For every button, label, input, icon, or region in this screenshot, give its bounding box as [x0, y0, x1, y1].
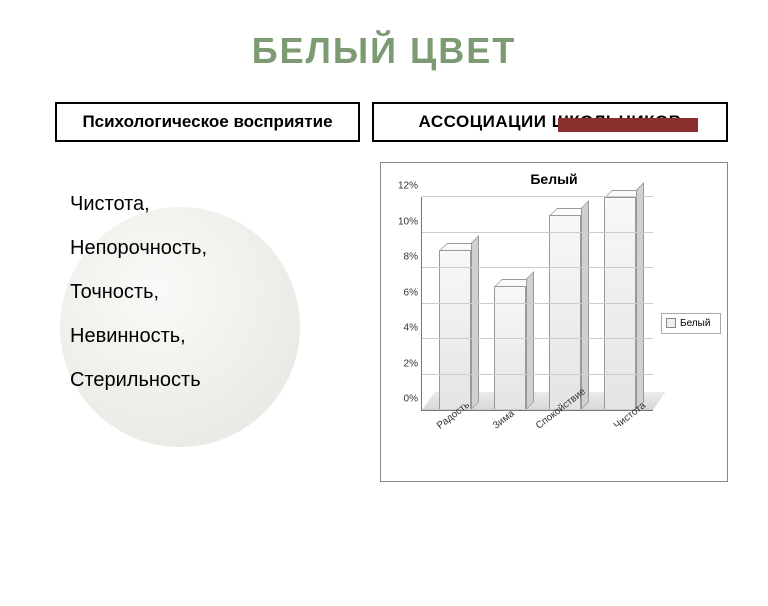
grid-line	[422, 303, 653, 304]
bar	[604, 197, 636, 410]
y-tick-label: 2%	[390, 358, 418, 369]
list-item: Стерильность	[70, 358, 360, 402]
plot-area: 0%2%4%6%8%10%12%	[421, 197, 653, 411]
grid-line	[422, 374, 653, 375]
chart-legend: Белый	[661, 313, 721, 334]
y-tick-label: 12%	[390, 181, 418, 192]
list-item: Невинность,	[70, 314, 360, 358]
bar	[549, 215, 581, 410]
plot-zone: 0%2%4%6%8%10%12% РадостьЗимаСпокойствиеЧ…	[387, 193, 657, 453]
page-title: БЕЛЫЙ ЦВЕТ	[0, 30, 768, 72]
header-left: Психологическое восприятие	[55, 102, 360, 142]
grid-line	[422, 196, 653, 197]
content-row: Чистота, Непорочность, Точность, Невинно…	[0, 142, 768, 482]
x-axis-labels: РадостьЗимаСпокойствиеЧистота	[421, 411, 653, 453]
left-column: Чистота, Непорочность, Точность, Невинно…	[70, 162, 360, 482]
list-item: Чистота,	[70, 182, 360, 226]
x-tick-label: Зима	[491, 408, 528, 446]
accent-bar	[558, 118, 698, 132]
grid-line	[422, 267, 653, 268]
bar-chart: Белый 0%2%4%6%8%10%12% РадостьЗимаСпокой…	[380, 162, 728, 482]
legend-swatch	[666, 318, 676, 328]
legend-label: Белый	[680, 318, 710, 329]
list-item: Точность,	[70, 270, 360, 314]
grid-line	[422, 338, 653, 339]
grid-line	[422, 232, 653, 233]
bars-container	[422, 197, 653, 410]
chart-title: Белый	[387, 171, 721, 187]
y-tick-label: 8%	[390, 252, 418, 263]
bar	[439, 250, 471, 410]
y-tick-label: 10%	[390, 216, 418, 227]
y-tick-label: 4%	[390, 323, 418, 334]
list-item: Непорочность,	[70, 226, 360, 270]
y-tick-label: 0%	[390, 394, 418, 405]
chart-body: 0%2%4%6%8%10%12% РадостьЗимаСпокойствиеЧ…	[387, 193, 721, 453]
bar	[494, 286, 526, 410]
y-tick-label: 6%	[390, 287, 418, 298]
word-list: Чистота, Непорочность, Точность, Невинно…	[70, 182, 360, 402]
